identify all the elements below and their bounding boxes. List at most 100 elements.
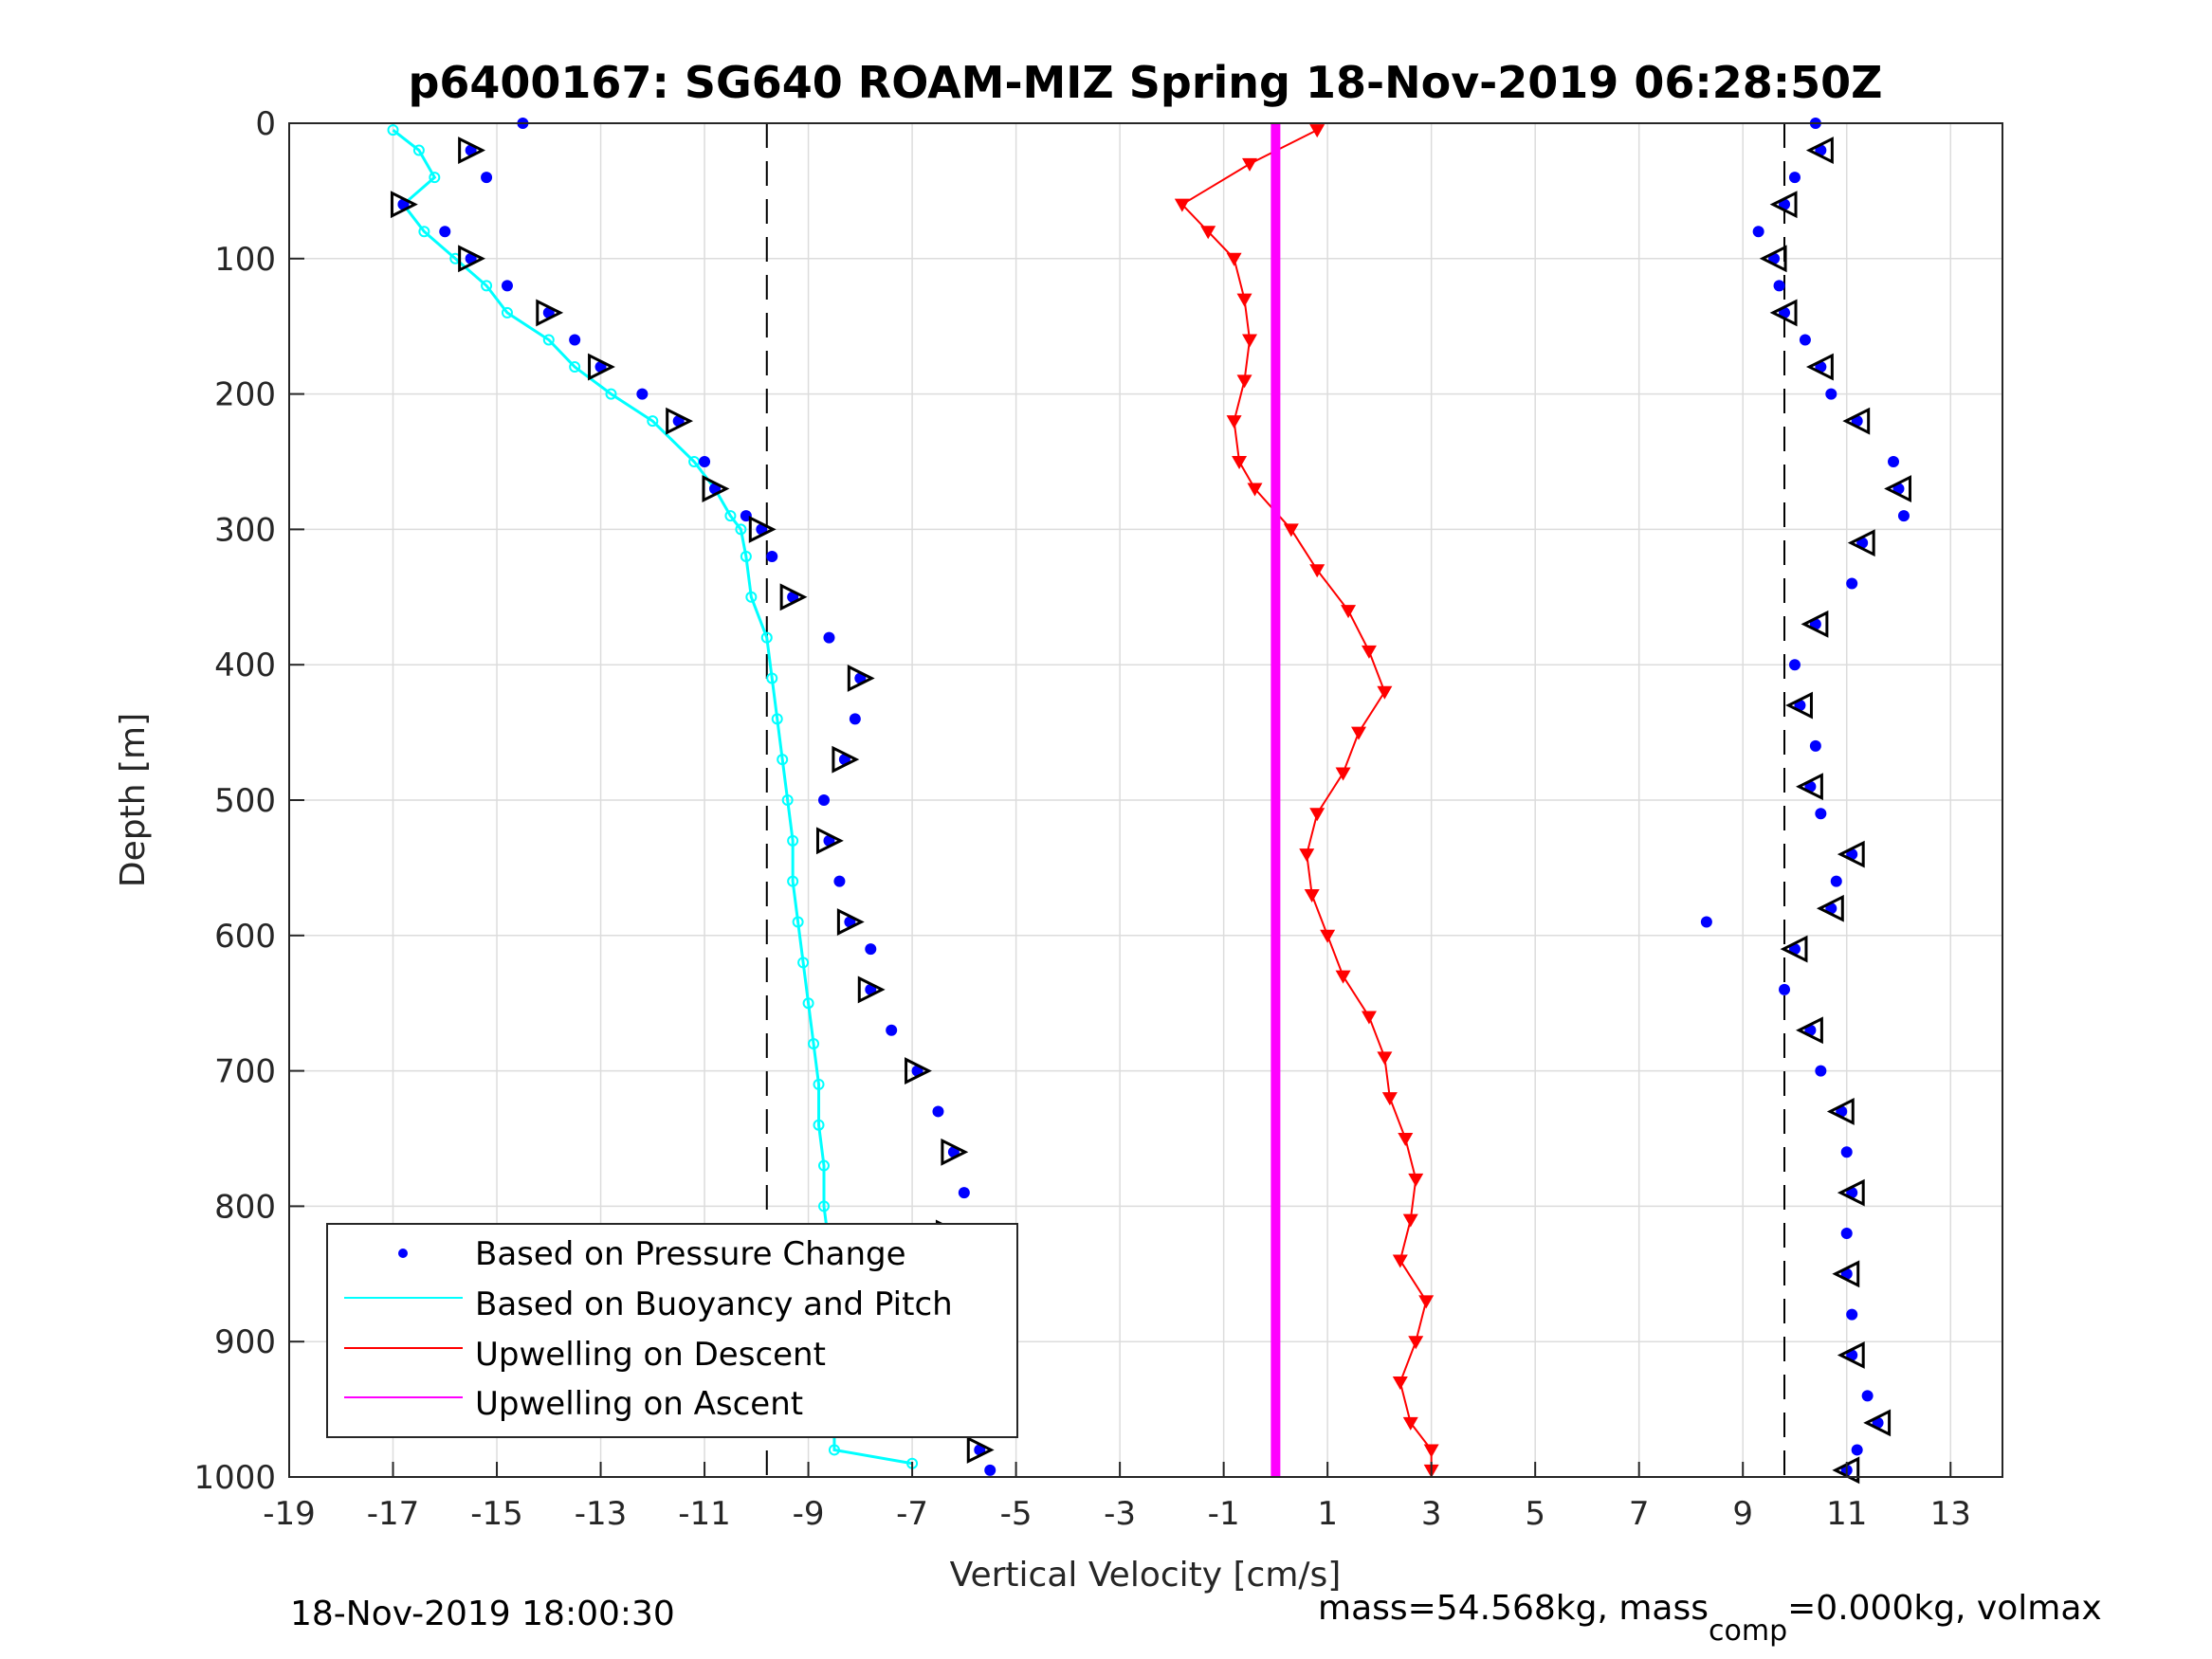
- pressure-descent-point: [699, 456, 711, 467]
- pressure-ascent-point: [1846, 577, 1858, 590]
- pressure-ascent-point: [1888, 456, 1900, 467]
- buoyancy-point: [802, 997, 814, 1010]
- buoyancy-point: [481, 280, 493, 292]
- pressure-ascent-marker: [1832, 1260, 1860, 1288]
- pressure-descent-point: [569, 334, 581, 346]
- pressure-descent-marker: [390, 191, 418, 219]
- legend: Based on Pressure Change Based on Buoyanc…: [326, 1223, 1018, 1438]
- buoyancy-point: [740, 550, 752, 562]
- y-tick-label: 600: [214, 918, 276, 956]
- pressure-ascent-point: [1861, 1390, 1874, 1402]
- upwelling-descent-point: [1351, 726, 1367, 740]
- upwelling-descent-point: [1200, 226, 1216, 240]
- pressure-ascent-marker: [1847, 529, 1875, 557]
- x-tick-label: -3: [1104, 1495, 1136, 1533]
- x-tick-label: -9: [793, 1495, 825, 1533]
- upwelling-descent-point: [1309, 808, 1325, 822]
- buoyancy-point: [760, 631, 773, 644]
- pressure-ascent-point: [1840, 1146, 1853, 1158]
- y-tick-label: 300: [214, 511, 276, 549]
- buoyancy-point: [792, 916, 804, 928]
- legend-label: Based on Buoyancy and Pitch: [475, 1285, 953, 1323]
- upwelling-descent-point: [1377, 1051, 1393, 1066]
- pressure-ascent-marker: [1805, 353, 1834, 381]
- pressure-ascent-point: [1799, 334, 1811, 346]
- pressure-descent-point: [818, 794, 831, 806]
- buoyancy-point: [787, 875, 799, 887]
- upwelling-descent-point: [1242, 334, 1258, 348]
- pressure-ascent-marker: [1796, 1016, 1823, 1045]
- upwelling-descent-point: [1361, 1011, 1377, 1025]
- mass-subscript: comp: [1709, 1614, 1787, 1648]
- upwelling-descent-point: [1418, 1295, 1435, 1309]
- pressure-descent-point: [932, 1105, 944, 1118]
- x-tick-label: -13: [575, 1495, 628, 1533]
- buoyancy-point: [412, 144, 425, 156]
- axis-ticks: -19 -17 -15 -13 -11 -9 -7 -5 -3 -1 1 3 5 7 9 11 13010020…: [193, 105, 1970, 1533]
- pressure-ascent-marker: [1801, 610, 1829, 638]
- pressure-descent-marker: [847, 665, 875, 692]
- legend-label: Upwelling on Descent: [475, 1336, 826, 1374]
- upwelling-descent-point: [1299, 848, 1315, 863]
- upwelling-descent-point: [1408, 1336, 1424, 1350]
- pressure-descent-marker: [966, 1436, 995, 1464]
- pressure-descent-point: [958, 1187, 970, 1199]
- pressure-descent-point: [984, 1464, 996, 1476]
- pressure-ascent-point: [1897, 510, 1910, 522]
- x-tick-label: 7: [1629, 1495, 1650, 1533]
- pressure-ascent-marker: [1837, 1178, 1865, 1207]
- legend-swatch-pressure: [398, 1249, 408, 1258]
- pressure-descent-marker: [588, 353, 615, 381]
- pressure-ascent-point: [1779, 983, 1791, 995]
- data-marks: [387, 118, 1911, 1485]
- upwelling-descent-point: [1402, 1416, 1418, 1431]
- pressure-descent-marker: [815, 827, 844, 855]
- upwelling-descent-point: [1232, 456, 1248, 469]
- x-tick-label: 11: [1826, 1495, 1867, 1533]
- upwelling-descent-point: [1423, 1444, 1439, 1458]
- upwelling-descent-point: [1398, 1133, 1414, 1146]
- pressure-ascent-marker: [1837, 840, 1865, 868]
- y-tick-label: 1000: [193, 1459, 276, 1497]
- y-tick-label: 500: [214, 782, 276, 820]
- pressure-descent-marker: [536, 299, 564, 327]
- x-tick-label: 13: [1930, 1495, 1971, 1533]
- buoyancy-point: [818, 1159, 831, 1172]
- pressure-descent-point: [833, 875, 846, 887]
- pressure-ascent-point: [1815, 1065, 1827, 1077]
- pressure-ascent-marker: [1842, 407, 1871, 435]
- buoyancy-point: [735, 523, 747, 536]
- upwelling-descent-line: [1180, 129, 1433, 1470]
- upwelling-descent-point: [1226, 252, 1242, 266]
- pressure-ascent-point: [1809, 739, 1821, 752]
- x-tick-label: 9: [1732, 1495, 1753, 1533]
- upwelling-descent-point: [1226, 415, 1242, 429]
- upwelling-descent-point: [1392, 1376, 1408, 1391]
- pressure-descent-point: [886, 1024, 898, 1036]
- pressure-descent-marker: [941, 1138, 969, 1166]
- pressure-ascent-point: [1788, 172, 1801, 184]
- chart-title: p6400167: SG640 ROAM-MIZ Spring 18-Nov-2…: [408, 57, 1882, 108]
- pressure-ascent-marker: [1826, 1098, 1855, 1125]
- pressure-ascent-point: [1825, 388, 1837, 400]
- legend-label: Based on Pressure Change: [475, 1235, 906, 1273]
- x-tick-label: 3: [1421, 1495, 1442, 1533]
- y-tick-label: 200: [214, 376, 276, 414]
- buoyancy-point: [813, 1119, 825, 1131]
- buoyancy-point: [777, 754, 789, 766]
- pressure-ascent-marker: [1805, 137, 1834, 164]
- x-tick-label: -1: [1208, 1495, 1240, 1533]
- upwelling-descent-point: [1242, 157, 1258, 172]
- upwelling-descent-point: [1236, 293, 1252, 307]
- upwelling-descent-point: [1377, 685, 1393, 700]
- y-tick-label: 400: [214, 647, 276, 684]
- buoyancy-point: [605, 388, 617, 400]
- pressure-descent-point: [439, 226, 451, 238]
- buoyancy-point: [787, 834, 799, 847]
- x-tick-label: -5: [1000, 1495, 1033, 1533]
- buoyancy-point: [647, 415, 659, 428]
- pressure-ascent-marker: [1780, 935, 1808, 963]
- upwelling-descent-point: [1335, 970, 1351, 984]
- y-tick-label: 100: [214, 241, 276, 279]
